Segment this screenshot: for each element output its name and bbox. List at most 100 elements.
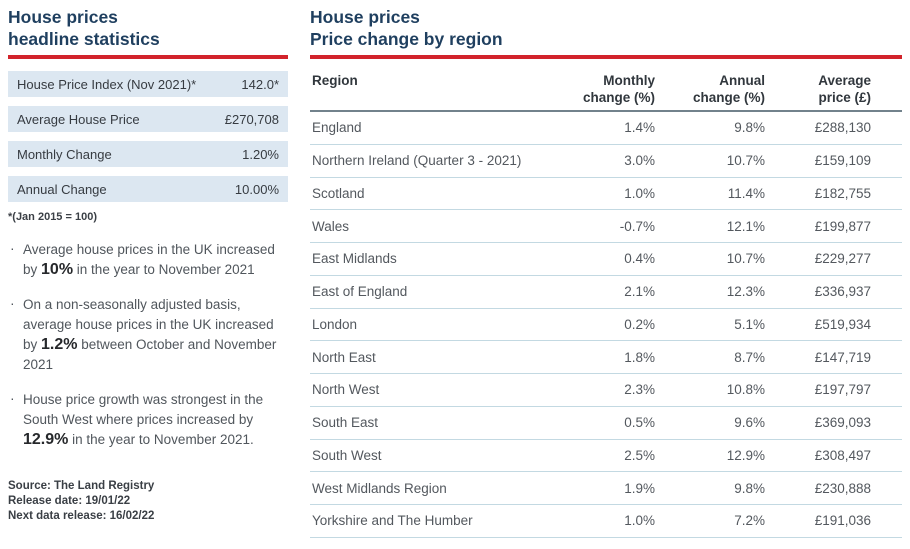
right-panel-title: House prices Price change by region [310,6,902,50]
header-annual-change: Annual change (%) [692,73,765,105]
annual-change-cell: 10.8% [726,382,765,398]
bullet-dot: · [10,390,15,406]
annual-change-cell: 12.9% [726,447,765,463]
monthly-change-cell: 3.0% [624,153,655,169]
monthly-change-cell: 2.1% [624,284,655,300]
annual-change-cell: 10.7% [726,153,765,169]
monthly-change-cell: 0.4% [624,251,655,267]
stat-row-monthly-change: Monthly Change 1.20% [8,141,288,167]
left-red-rule [8,55,288,59]
annual-change-cell: 9.6% [734,415,765,431]
header-average-price: Average price (£) [818,73,871,105]
stat-row-house-price-index: House Price Index (Nov 2021)* 142.0* [8,71,288,97]
monthly-change-cell: 2.5% [624,447,655,463]
region-cell: Scotland [312,185,365,201]
table-row-south-east: South East 0.5% 9.6% £369,093 [310,407,902,440]
region-cell: Yorkshire and The Humber [312,513,473,529]
stat-label: Average House Price [17,111,140,127]
header-monthly-change: Monthly change (%) [582,73,655,105]
index-base-footnote: *(Jan 2015 = 100) [8,211,97,223]
average-price-cell: £308,497 [814,447,871,463]
right-red-rule [310,55,902,59]
table-row-west-midlands: West Midlands Region 1.9% 9.8% £230,888 [310,472,902,505]
bullet-item-annual-growth: · Average house prices in the UK increas… [8,240,288,280]
annual-change-cell: 11.4% [727,185,765,201]
bullet-bold-figure: 12.9% [23,431,69,448]
annual-change-cell: 9.8% [734,120,765,136]
next-release-line: Next data release: 16/02/22 [8,510,155,522]
stat-value: £270,708 [224,111,279,127]
annual-change-cell: 9.8% [734,480,765,496]
annual-change-cell: 12.1% [726,218,765,234]
bullet-text-pre: On a non-seasonally adjusted basis, aver… [23,297,274,352]
region-cell: Wales [312,218,350,234]
region-cell: Northern Ireland (Quarter 3 - 2021) [312,153,522,169]
table-row-england: England 1.4% 9.8% £288,130 [310,112,902,145]
bullet-dot: · [10,240,15,256]
annual-change-cell: 8.7% [734,349,765,365]
price-change-by-region-panel: House prices Price change by region Regi… [310,6,902,538]
region-cell: London [312,316,358,332]
table-row-london: London 0.2% 5.1% £519,934 [310,309,902,342]
bullet-text-post: in the year to November 2021 [73,262,255,277]
region-cell: South East [312,415,379,431]
region-cell: North West [312,382,380,398]
right-title-line2: Price change by region [310,29,503,49]
table-row-east-of-england: East of England 2.1% 12.3% £336,937 [310,276,902,309]
annual-change-cell: 12.3% [726,284,765,300]
monthly-change-cell: 1.9% [624,480,655,496]
average-price-cell: £229,277 [814,251,871,267]
headline-statistics-panel: House prices headline statistics House P… [8,6,288,524]
bullet-item-strongest-region: · House price growth was strongest in th… [8,390,288,450]
right-title-line1: House prices [310,7,420,27]
table-row-wales: Wales -0.7% 12.1% £199,877 [310,210,902,243]
average-price-cell: £182,755 [814,185,871,201]
stat-value: 142.0* [241,76,279,92]
bullet-text: Average house prices in the UK increased… [23,240,288,280]
bullet-bold-figure: 1.2% [41,336,78,353]
headline-stats-table: House Price Index (Nov 2021)* 142.0* Ave… [8,71,288,202]
region-cell: East Midlands [312,251,397,267]
source-block: Source: The Land Registry Release date: … [8,479,288,524]
table-row-east-midlands: East Midlands 0.4% 10.7% £229,277 [310,243,902,276]
left-panel-title: House prices headline statistics [8,6,288,50]
left-title-line1: House prices [8,7,118,27]
monthly-change-cell: 1.0% [624,185,655,201]
bullet-item-monthly-growth: · On a non-seasonally adjusted basis, av… [8,295,288,375]
average-price-cell: £191,036 [814,513,871,529]
region-table: Region Monthly change (%) Annual change … [310,72,902,538]
table-row-northern-ireland: Northern Ireland (Quarter 3 - 2021) 3.0%… [310,145,902,178]
table-row-north-west: North West 2.3% 10.8% £197,797 [310,374,902,407]
region-cell: North East [312,349,376,365]
stat-label: Annual Change [17,181,107,197]
bullet-bold-figure: 10% [41,261,74,278]
monthly-change-cell: 1.4% [624,120,655,136]
region-table-header: Region Monthly change (%) Annual change … [310,72,902,112]
table-row-north-east: North East 1.8% 8.7% £147,719 [310,341,902,374]
annual-change-cell: 10.7% [726,251,765,267]
average-price-cell: £230,888 [814,480,871,496]
bullet-text-post: between October and November 2021 [23,337,277,372]
source-line: Source: The Land Registry [8,480,155,492]
region-cell: East of England [312,284,408,300]
bullet-text: House price growth was strongest in the … [23,390,288,450]
stat-row-average-house-price: Average House Price £270,708 [8,106,288,132]
annual-change-cell: 5.1% [734,316,765,332]
region-cell: South West [312,447,382,463]
bullet-text: On a non-seasonally adjusted basis, aver… [23,295,288,375]
annual-change-cell: 7.2% [734,513,765,529]
header-region: Region [312,73,358,88]
release-date-line: Release date: 19/01/22 [8,495,131,507]
stat-label: Monthly Change [17,146,112,162]
average-price-cell: £519,934 [814,316,871,332]
average-price-cell: £197,797 [814,382,871,398]
monthly-change-cell: 0.5% [624,415,655,431]
stat-value: 1.20% [242,146,279,162]
stat-row-annual-change: Annual Change 10.00% [8,176,288,202]
average-price-cell: £199,877 [814,218,871,234]
left-title-line2: headline statistics [8,29,160,49]
summary-bullets: · Average house prices in the UK increas… [8,240,288,450]
region-cell: England [312,120,362,136]
stat-label: House Price Index (Nov 2021)* [17,76,197,92]
table-row-yorkshire: Yorkshire and The Humber 1.0% 7.2% £191,… [310,505,902,538]
